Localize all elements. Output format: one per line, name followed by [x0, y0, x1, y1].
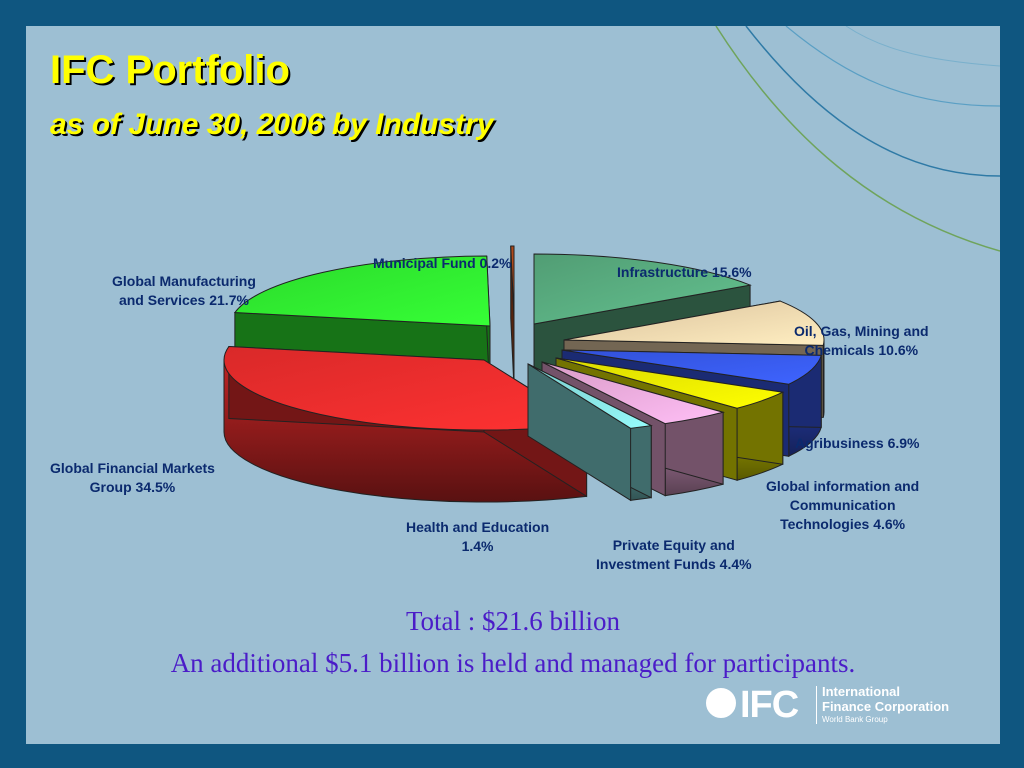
slice-label-global-financial-markets: Global Financial Markets Group 34.5% [50, 460, 215, 495]
slice-label-health-education: Health and Education 1.4% [406, 519, 550, 554]
pie-slice-top [527, 363, 653, 429]
pie-slice-top [233, 255, 491, 327]
decorative-curves [715, 26, 1000, 252]
logo-line3: World Bank Group [822, 715, 888, 724]
ifc-logo: IFC International Finance Corporation Wo… [706, 682, 986, 730]
slice-label-municipal-fund: Municipal Fund 0.2% [373, 255, 512, 271]
pie-slice-top [533, 253, 752, 325]
pie-slice-global-financial-markets-group [223, 346, 589, 503]
slice-label-global-manufacturing: Global Manufacturing and Services 21.7% [112, 273, 256, 308]
additional-note: An additional $5.1 billion is held and m… [170, 648, 856, 678]
page-title: IFC Portfolio [50, 48, 290, 92]
slide: IFC Portfolio as of June 30, 2006 by Ind… [26, 26, 1000, 744]
page-subtitle: as of June 30, 2006 by Industry [50, 108, 494, 141]
slice-label-private-equity: Private Equity and Investment Funds 4.4% [596, 537, 752, 572]
pie-slice-top [541, 361, 726, 425]
pie-slice-top [223, 346, 589, 431]
globe-icon [706, 688, 736, 718]
slice-label-infrastructure: Infrastructure 15.6% [617, 264, 752, 280]
total-note: Total : $21.6 billion [405, 606, 621, 636]
slice-label-oil-gas: Oil, Gas, Mining and Chemicals 10.6% [794, 323, 929, 358]
slice-label-global-ict: Global information and Communication Techn… [766, 478, 920, 532]
pie-slice-top [555, 357, 785, 409]
pie-chart [223, 245, 825, 503]
logo-separator [816, 686, 817, 724]
logo-mark: IFC [740, 684, 799, 726]
pie-slice-top [563, 300, 825, 346]
pie-slice-health-and-education [527, 363, 653, 502]
logo-line2: Finance Corporation [822, 699, 950, 714]
pie-slice-top [561, 349, 822, 385]
logo-line1: International [822, 684, 901, 699]
pie-slice-municipal-fund [510, 245, 515, 389]
pie-slice-top [510, 245, 515, 317]
slice-label-agribusiness: Agribusiness 6.9% [795, 435, 920, 451]
